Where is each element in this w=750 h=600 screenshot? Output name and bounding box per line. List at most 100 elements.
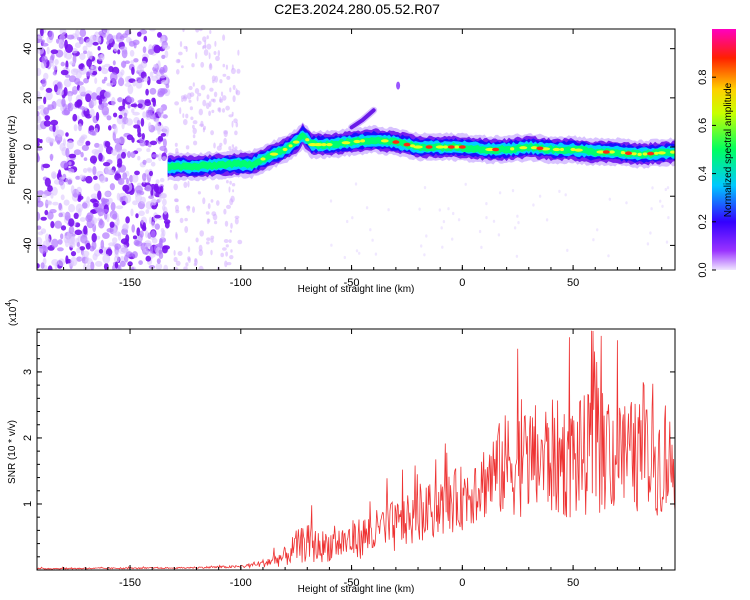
noise-blob <box>71 47 78 54</box>
noise-blob <box>203 125 206 131</box>
noise-blob <box>225 244 229 248</box>
noise-blob <box>72 86 78 90</box>
snr-multiplier-exponent: 4 <box>4 302 13 307</box>
noise-blob <box>182 29 185 33</box>
noise-blob <box>189 92 195 97</box>
noise-blob <box>220 91 224 97</box>
noise-blob <box>442 220 446 224</box>
noise-blob <box>95 260 103 267</box>
noise-blob <box>76 139 84 146</box>
noise-blob <box>457 218 461 222</box>
noise-blob <box>213 91 218 98</box>
noise-blob <box>80 234 88 244</box>
noise-blob <box>58 178 64 186</box>
noise-blob <box>110 202 116 211</box>
noise-blob <box>42 163 51 169</box>
core-blob <box>670 150 675 154</box>
noise-blob <box>210 199 214 203</box>
noise-blob <box>125 118 133 126</box>
noise-blob <box>329 199 333 203</box>
noise-blob <box>65 147 70 158</box>
band-core <box>260 138 675 161</box>
noise-blob <box>81 144 89 151</box>
core-blob <box>631 152 637 156</box>
noise-blob <box>175 147 179 154</box>
noise-blob <box>97 190 102 201</box>
core-blob <box>560 147 564 152</box>
noise-blob <box>135 213 139 219</box>
noise-blob <box>200 61 205 68</box>
noise-blob <box>230 249 233 253</box>
noise-blob <box>91 240 97 250</box>
noise-blob <box>213 142 216 149</box>
noise-blob <box>78 85 86 95</box>
noise-blob <box>387 208 390 212</box>
noise-blob <box>607 254 610 258</box>
noise-blob <box>37 110 40 117</box>
noise-blob <box>160 192 167 199</box>
noise-blob <box>222 108 225 113</box>
noise-blob <box>138 210 145 217</box>
noise-blob <box>112 237 118 244</box>
noise-blob <box>60 61 65 67</box>
noise-blob <box>73 212 79 219</box>
core-blob <box>288 144 293 148</box>
noise-blob <box>130 60 135 64</box>
noise-blob <box>145 209 150 214</box>
noise-blob <box>206 94 210 100</box>
noise-blob <box>154 223 160 230</box>
noise-blob <box>232 189 235 193</box>
noise-blob <box>48 30 54 41</box>
noise-blob <box>112 60 116 66</box>
noise-blob <box>197 191 201 195</box>
noise-blob <box>74 229 83 236</box>
noise-blob <box>94 142 100 148</box>
noise-blob <box>75 70 82 79</box>
noise-blob <box>161 54 166 60</box>
noise-blob <box>100 197 106 204</box>
noise-blob <box>50 49 59 54</box>
noise-blob <box>222 247 227 251</box>
x-tick-label: -150 <box>119 277 141 289</box>
noise-blob <box>102 232 110 240</box>
noise-blob <box>70 256 78 267</box>
noise-blob <box>122 172 128 180</box>
noise-blob <box>162 125 170 135</box>
core-blob <box>443 145 449 149</box>
noise-blob <box>76 81 84 86</box>
noise-blob <box>204 43 207 50</box>
noise-blob <box>148 195 155 200</box>
noise-blob <box>365 206 369 210</box>
core-blob <box>637 152 642 156</box>
noise-blob <box>58 202 62 211</box>
noise-blob <box>93 202 99 208</box>
noise-blob <box>87 50 91 59</box>
noise-blob <box>114 243 122 250</box>
noise-blob <box>119 256 125 263</box>
snr-multiplier: (x104) <box>4 299 19 326</box>
noise-blob <box>114 261 119 269</box>
noise-blob <box>76 247 81 254</box>
snr-plot-area <box>37 330 675 570</box>
noise-blob <box>145 88 149 96</box>
noise-blob <box>137 103 143 109</box>
spectrogram-frame <box>36 28 676 271</box>
noise-blob <box>127 261 133 267</box>
noise-blob <box>608 197 611 201</box>
noise-blob <box>127 151 131 158</box>
noise-blob <box>98 152 103 162</box>
core-blob <box>413 145 423 149</box>
noise-blob <box>65 51 73 60</box>
noise-blob <box>73 149 82 156</box>
noise-blob <box>207 203 211 210</box>
noise-blob <box>133 42 137 49</box>
noise-blob <box>135 185 143 194</box>
noise-blob <box>151 204 157 210</box>
noise-blob <box>451 237 454 241</box>
noise-blob <box>225 64 228 70</box>
branch-trace <box>349 108 376 130</box>
noise-blob <box>140 216 147 226</box>
noise-blob <box>89 129 96 136</box>
noise-blob <box>208 52 211 60</box>
noise-blob <box>95 35 102 42</box>
